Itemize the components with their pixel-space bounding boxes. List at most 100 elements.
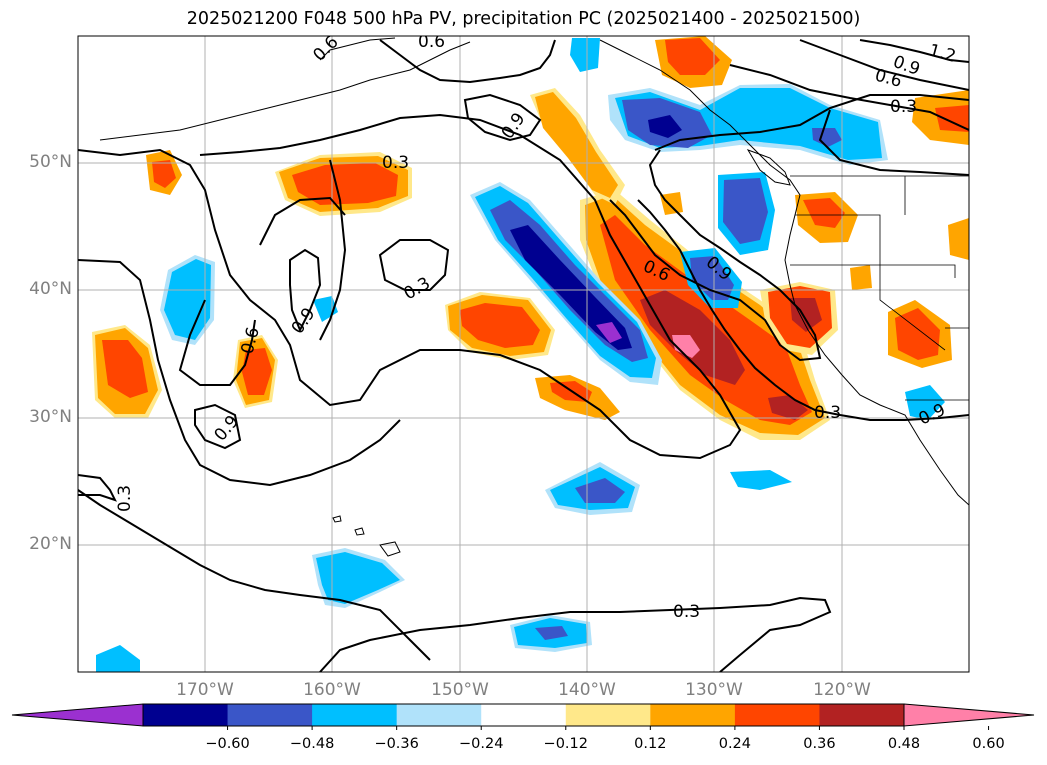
contour-0.3-main xyxy=(78,113,742,460)
lat-tick-label: 20°N xyxy=(29,534,72,554)
nv-ca-border xyxy=(879,265,946,351)
positive-band-front-4 xyxy=(640,290,745,385)
negative-west-2 xyxy=(164,259,211,340)
vancouver-is xyxy=(746,149,791,186)
contour-label: 0.3 xyxy=(890,97,917,117)
contour-ne-2 xyxy=(729,64,969,131)
negative-bc-4 xyxy=(648,115,682,138)
colorbar-segment xyxy=(819,704,905,726)
contour-label: 0.3 xyxy=(673,602,700,622)
lon-tick-label: 140°W xyxy=(558,680,616,700)
lon-tick-label: 130°W xyxy=(685,680,743,700)
negative-band-5 xyxy=(596,322,622,343)
contour-loop-mid xyxy=(259,196,346,246)
contour-0.6-b xyxy=(609,149,822,362)
or-ca-border xyxy=(790,264,956,278)
positive-alaska-2 xyxy=(665,38,720,75)
colorbar-extend-max xyxy=(903,703,1035,727)
colorbar-tick-label: 0.24 xyxy=(718,736,752,752)
contour-label: 0.6 xyxy=(418,32,445,52)
contour-ne-4 xyxy=(654,94,969,151)
colorbar-tick-label: −0.60 xyxy=(205,736,250,752)
lon-tick-label: 150°W xyxy=(431,680,489,700)
contour-label: 0.3 xyxy=(401,273,434,304)
lat-tick-label: 50°N xyxy=(29,152,72,172)
positive-coast-1c xyxy=(790,298,822,332)
figure-title: 2025021200 F048 500 hPa PV, precipitatio… xyxy=(186,9,861,29)
lat-tick-label: 40°N xyxy=(29,279,72,299)
positive-band-front-6 xyxy=(768,395,808,420)
contour-0.3-east xyxy=(637,199,969,421)
contour-0.3-mid xyxy=(378,239,450,291)
positive-coast-2b xyxy=(803,198,845,228)
contour-label: 0.3 xyxy=(814,403,841,423)
negative-top-1 xyxy=(570,38,600,72)
colorbar-segment xyxy=(734,704,820,726)
contour-0.3-south xyxy=(319,596,832,672)
colorbar-segment xyxy=(481,704,567,726)
gridlines xyxy=(78,36,969,672)
colorbar-extend-min xyxy=(11,703,144,727)
contour-0.3-west-2 xyxy=(78,474,117,502)
colorbar-frame xyxy=(142,703,905,727)
contour-ne-3 xyxy=(859,39,969,63)
contour-ne-1 xyxy=(799,39,969,91)
colorbar-tick-label: −0.48 xyxy=(289,736,335,752)
negative-far-s-3 xyxy=(535,626,568,640)
negative-band-4 xyxy=(510,225,632,350)
negative-calif xyxy=(905,385,945,420)
colorbar-segment xyxy=(312,704,398,726)
lat-tick-label: 30°N xyxy=(29,407,72,427)
negative-corner xyxy=(96,645,140,672)
lon-tick-label: 170°W xyxy=(176,680,234,700)
positive-e-edge xyxy=(948,218,969,260)
positive-inland-b xyxy=(895,308,940,360)
positive-center-3 xyxy=(460,303,540,348)
colorbar-tick-label: −0.24 xyxy=(459,736,504,752)
contour-label: 0.3 xyxy=(115,485,135,512)
contour-0.9-top xyxy=(379,39,556,84)
positive-band-front-5 xyxy=(672,335,700,358)
colorbar-segment xyxy=(227,704,313,726)
map-area: 1.2 0.9 0.6 0.3 0.9 0.6 0.9 0.3 0.3 0.9 … xyxy=(78,32,969,672)
lon-tick-label: 160°W xyxy=(303,680,361,700)
negative-bc-5 xyxy=(812,128,842,147)
contour-0.3-sw xyxy=(78,489,431,661)
colorbar-tick-label: −0.12 xyxy=(543,736,588,752)
positive-west-mid-3 xyxy=(242,348,272,395)
hawaii-1 xyxy=(379,541,401,557)
colorbar-tick-label: 0.36 xyxy=(803,736,836,752)
positive-mid-3 xyxy=(292,163,398,205)
colorbar-segment xyxy=(143,704,229,726)
wa-or-border xyxy=(795,214,881,265)
contour-label: 0.6 xyxy=(309,32,342,65)
alaska-coast xyxy=(99,41,471,141)
negative-mid-ne-2 xyxy=(723,178,768,244)
political-borders xyxy=(790,175,969,401)
contour-ne-5 xyxy=(818,109,969,176)
positive-tiny-2 xyxy=(850,265,872,290)
colorbar xyxy=(11,703,1035,730)
contour-0.9-b xyxy=(194,403,242,450)
colorbar-tick-label: 0.12 xyxy=(634,736,667,752)
colorbar-segment xyxy=(396,704,482,726)
negative-corner-e xyxy=(730,470,792,490)
hawaii-2 xyxy=(354,527,365,536)
colorbar-tick-label: 0.48 xyxy=(887,736,921,752)
pv-contours xyxy=(78,39,969,672)
hawaii-3 xyxy=(332,515,342,523)
positive-west-3 xyxy=(102,340,148,398)
colorbar-segment xyxy=(565,704,651,726)
positive-tiny-1 xyxy=(660,192,683,215)
map-frame xyxy=(77,35,970,673)
contour-0.9-a xyxy=(289,248,322,333)
contour-0.6-a xyxy=(178,299,256,386)
bc-coast xyxy=(599,39,969,506)
lon-tick-label: 120°W xyxy=(813,680,871,700)
shaded-fields xyxy=(92,36,969,672)
alaska-coast-2 xyxy=(319,37,396,61)
contour-big-west xyxy=(319,159,347,341)
contour-0.9-c xyxy=(463,93,542,142)
negative-mid-e-2 xyxy=(690,256,734,300)
